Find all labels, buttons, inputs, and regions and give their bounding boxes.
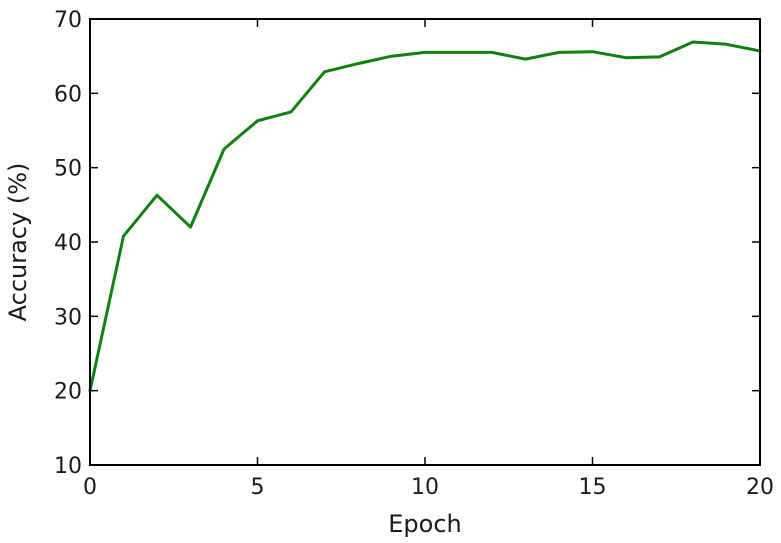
data-point [457,51,460,54]
y-axis-label: Accuracy (%) [4,163,32,322]
x-tick-label: 20 [746,475,774,500]
data-point [256,119,259,123]
axes-frame [89,18,761,466]
x-tick-label: 5 [251,475,265,500]
data-point [725,43,728,46]
y-tick-label: 10 [54,454,82,479]
data-point [122,234,125,238]
y-tick-label: 50 [54,157,82,182]
data-point [557,51,561,54]
y-tick-label: 60 [54,82,82,107]
plot-area [88,40,762,393]
y-tick-label: 40 [54,231,82,256]
data-point [155,193,159,197]
data-point [289,110,293,114]
accuracy-series-line [88,40,762,393]
x-axis-label: Epoch [388,510,462,538]
data-point [691,40,695,44]
data-point [423,51,427,54]
y-tick-label: 20 [54,380,82,405]
data-point [356,62,360,65]
y-tick-label: 30 [54,305,82,330]
y-axis-ticks: 10 20 30 40 50 60 70 [54,8,760,479]
data-point [490,51,494,54]
data-point [323,70,326,73]
data-point [189,225,192,229]
data-point [591,50,594,53]
x-tick-label: 10 [411,475,439,500]
data-point [624,56,628,59]
data-point [222,147,226,151]
y-tick-label: 70 [54,8,82,33]
x-axis-ticks: 0 5 10 15 20 [83,19,774,500]
x-tick-label: 0 [83,475,97,500]
x-tick-label: 15 [579,475,607,500]
data-point [658,55,661,59]
data-point [390,54,393,58]
data-point [524,57,527,61]
